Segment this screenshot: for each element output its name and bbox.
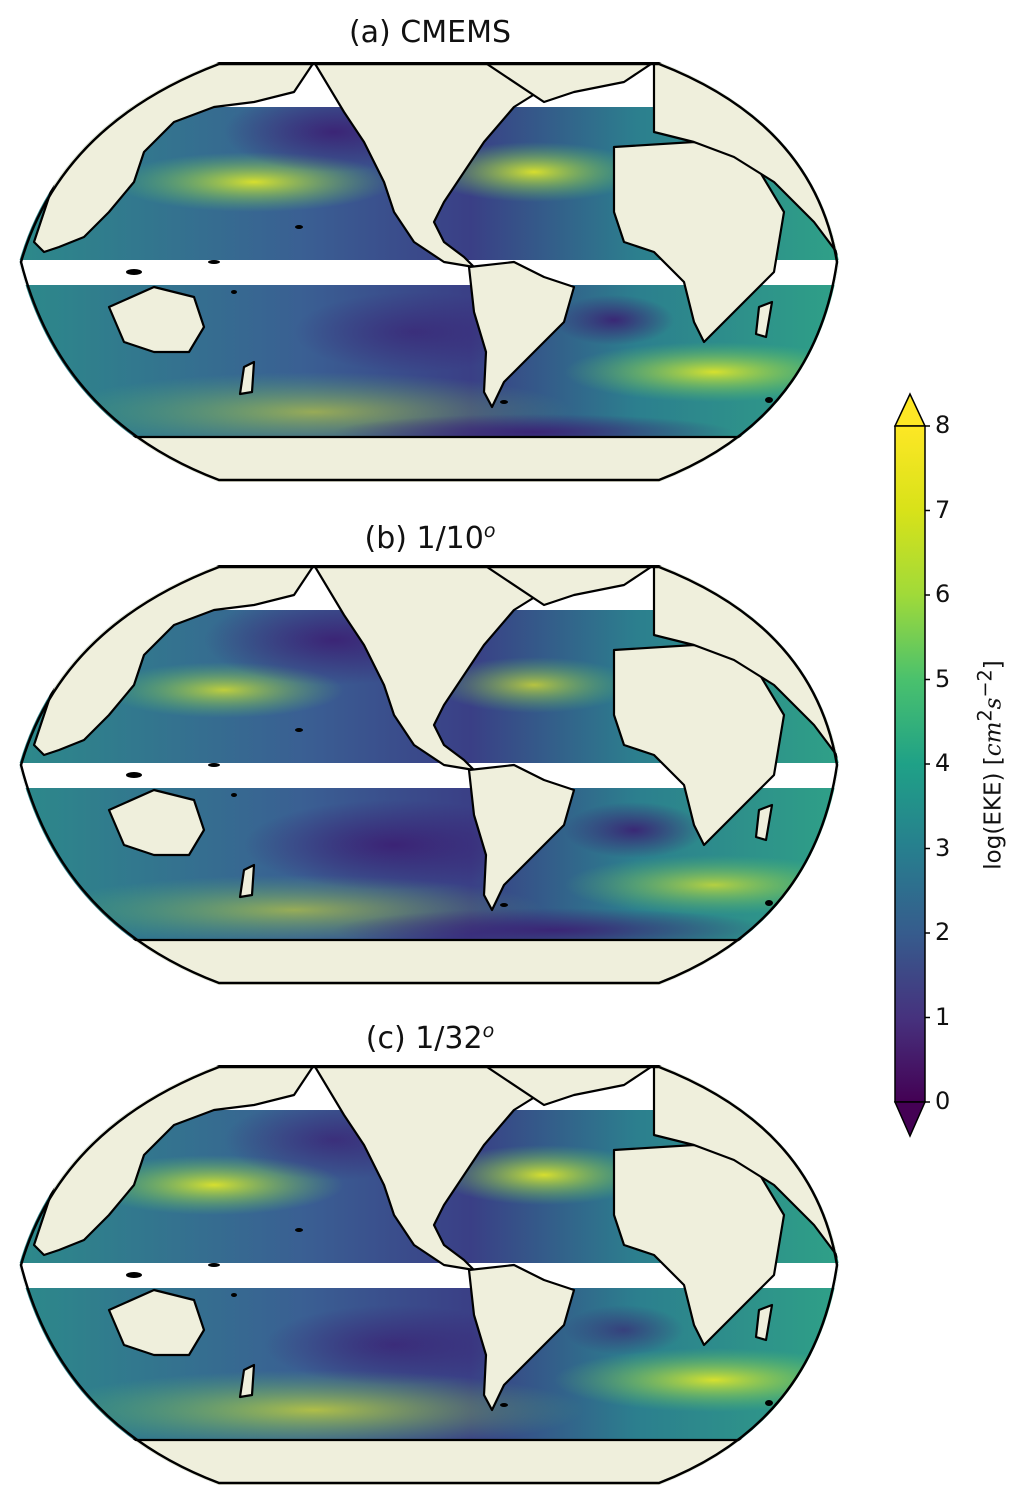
panel-title-a: (a) CMEMS (348, 15, 512, 50)
map-panel-b (19, 565, 839, 985)
colorbar-tick-label: 1 (935, 1002, 951, 1031)
colorbar-tick-label: 2 (935, 918, 951, 946)
colorbar-extend-max (893, 392, 927, 427)
panel-title-c: (c) 1/32o (365, 1020, 495, 1056)
map-panel-a (19, 62, 839, 482)
colorbar-tick-label: 3 (935, 833, 951, 862)
colorbar-tick-label: 6 (935, 580, 951, 608)
colorbar-extend-min (893, 1101, 927, 1138)
colorbar-tick-label: 4 (935, 749, 951, 777)
colorbar-body (894, 425, 926, 1103)
colorbar (893, 392, 930, 1138)
colorbar-tick-label: 7 (935, 495, 951, 524)
colorbar-tick-label: 5 (935, 664, 951, 693)
colorbar-tick-label: 8 (935, 411, 951, 439)
colorbar-tick-label: 0 (935, 1087, 951, 1115)
colorbar-label: log(EKE) [cm2s−2] (973, 660, 1007, 870)
map-panel-c (19, 1065, 839, 1485)
panel-title-b: (b) 1/10o (364, 520, 496, 556)
